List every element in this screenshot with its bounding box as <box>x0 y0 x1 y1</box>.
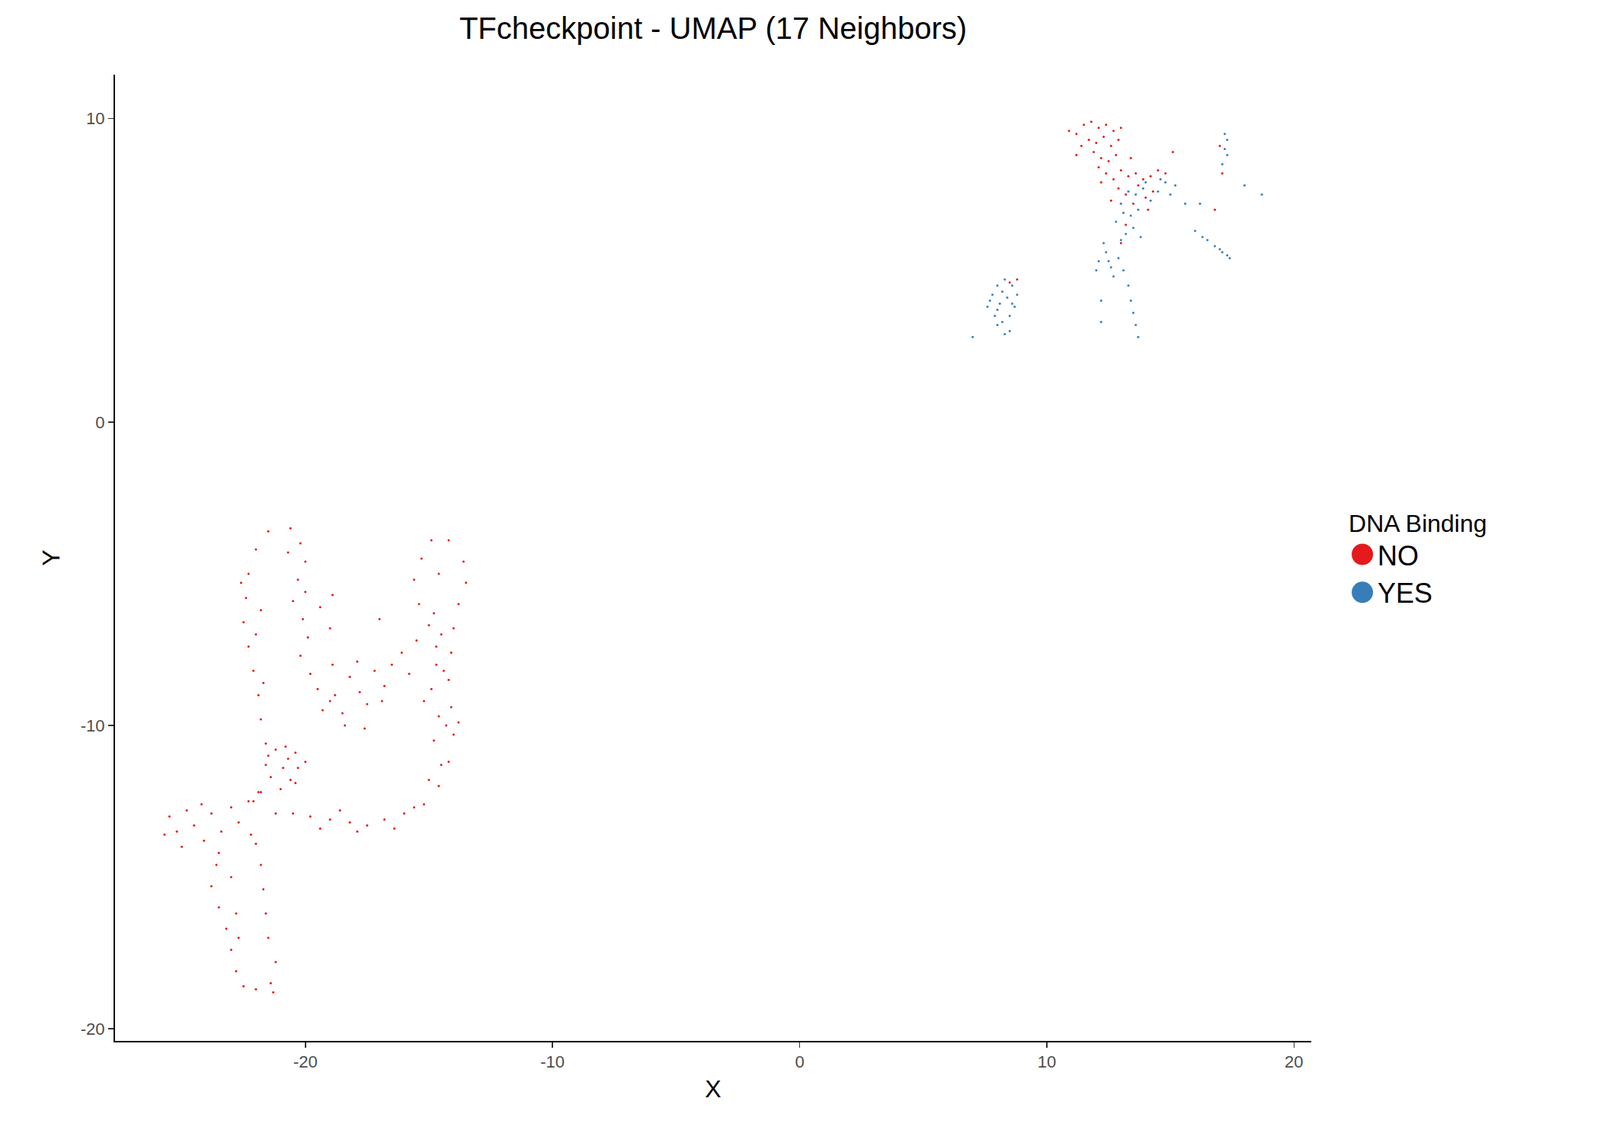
svg-text:-20: -20 <box>80 1019 106 1039</box>
svg-text:10: 10 <box>86 108 105 128</box>
svg-text:TFcheckpoint - UMAP (17 Neighb: TFcheckpoint - UMAP (17 Neighbors) <box>459 11 967 45</box>
svg-text:-20: -20 <box>293 1052 318 1072</box>
svg-text:YES: YES <box>1377 577 1433 609</box>
svg-text:20: 20 <box>1284 1052 1303 1072</box>
svg-text:NO: NO <box>1377 540 1419 572</box>
svg-text:-10: -10 <box>540 1052 565 1072</box>
svg-text:-10: -10 <box>80 716 106 736</box>
svg-text:0: 0 <box>95 412 105 432</box>
svg-text:10: 10 <box>1037 1052 1056 1072</box>
svg-text:0: 0 <box>794 1052 804 1072</box>
svg-text:DNA Binding: DNA Binding <box>1348 509 1487 538</box>
svg-text:X: X <box>704 1075 721 1103</box>
svg-text:Y: Y <box>37 549 65 566</box>
